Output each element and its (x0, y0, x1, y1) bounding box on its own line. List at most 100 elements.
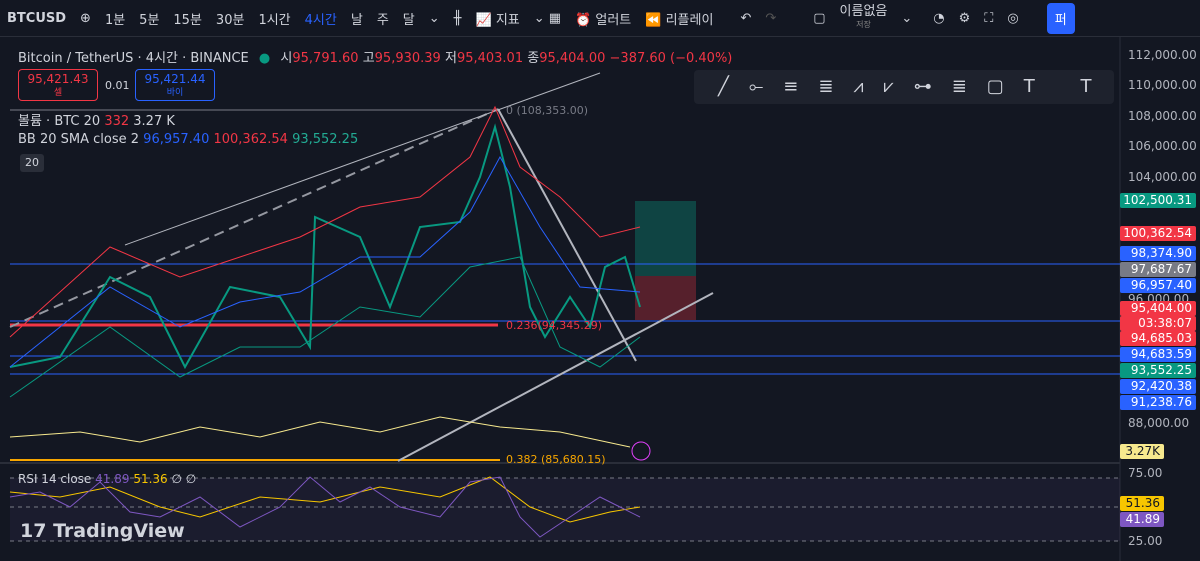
interval[interactable]: 15분 (173, 12, 202, 28)
status-dot: ● (258, 51, 271, 66)
bb-legend: BB 20 SMA close 2 96,957.40 100,362.54 9… (18, 132, 358, 147)
alert-label: 얼러트 (595, 12, 632, 28)
price-tag: 102,500.31 (1120, 193, 1196, 208)
y-tick-label: 112,000.00 (1128, 48, 1197, 62)
y-tick-label: 108,000.00 (1128, 109, 1197, 123)
volume-label: 볼륨 · BTC 20 (18, 114, 101, 129)
countdown: 03:38:07 (1120, 316, 1196, 331)
volume-value: 332 (104, 114, 130, 129)
event-icon[interactable] (631, 441, 651, 461)
interval[interactable]: 5분 (139, 12, 160, 28)
publish[interactable]: 퍼 (1046, 2, 1075, 34)
y-tick-label: 88,000.00 (1128, 416, 1190, 430)
bb-lower (9, 256, 641, 398)
y-tick-label: 106,000.00 (1128, 139, 1197, 153)
undo[interactable]: ↶ (740, 10, 752, 26)
rsi-na: ∅ (185, 472, 197, 486)
pane-border (0, 37, 1121, 561)
high: 95,930.39 (374, 51, 441, 66)
price-tag: 95,404.00 (1120, 301, 1196, 316)
icons[interactable]: ◔⚙⛶◎ (933, 10, 1033, 26)
rsi-label: RSI 14 close (18, 472, 92, 486)
price-path (9, 123, 641, 370)
sell-label: 셀 (53, 88, 63, 98)
fib-label: 0.382 (85,680.15) (506, 453, 606, 466)
price-tag: 97,687.67 (1120, 262, 1196, 277)
close: 95,404.00 (539, 51, 606, 66)
logo-mark: 17 (20, 520, 54, 542)
low: 95,403.01 (456, 51, 524, 66)
rsi-ma (9, 476, 641, 523)
bb-upper-value: 100,362.54 (213, 132, 288, 147)
logo[interactable]: 17 TradingView (20, 520, 185, 542)
price-tag: 93,552.25 (1120, 363, 1196, 378)
interval[interactable]: 날 (350, 12, 363, 28)
logo-text: TradingView (53, 520, 185, 542)
alert[interactable]: ⏰ 얼러트 (575, 12, 632, 28)
bb-label: BB 20 SMA close 2 (18, 132, 140, 147)
l-label: 저 (444, 51, 457, 66)
chart-type[interactable]: ╫ (453, 10, 462, 26)
buy-price: 95,421.44 (144, 72, 206, 86)
interval[interactable]: 30분 (215, 12, 245, 28)
price-tag: 92,420.38 (1120, 379, 1196, 394)
long-stop (635, 276, 696, 320)
collapse-box[interactable]: 20 (20, 154, 44, 172)
fib-label: 0.236(94,345.29) (506, 319, 603, 332)
h-label: 고 (362, 51, 375, 66)
rsi-band (10, 478, 1120, 541)
price-tag: 100,362.54 (1120, 226, 1196, 241)
y-tick-label: 110,000.00 (1128, 78, 1197, 92)
layout-name[interactable]: 이름없음 저장 (839, 3, 888, 31)
interval[interactable]: 1시간 (258, 12, 291, 28)
price-tag: 96,957.40 (1120, 278, 1196, 293)
buy-button[interactable]: 95,421.44 바이 (135, 69, 215, 101)
add[interactable]: ⊕ (80, 10, 91, 26)
interval[interactable]: 달 (402, 12, 415, 28)
replay-label: 리플레이 (665, 12, 714, 28)
open: 95,791.60 (292, 51, 359, 66)
bb-basis-value: 96,957.40 (143, 132, 210, 147)
chevron[interactable]: ⌄ (428, 10, 440, 26)
rsi-tick-label: 75.00 (1128, 466, 1163, 480)
legend: Bitcoin / TetherUS · 4시간 · BINANCE ● 시95… (18, 47, 732, 66)
replay[interactable]: ⏪ 리플레이 (645, 12, 714, 28)
chevron[interactable]: ⌄ (901, 10, 913, 26)
volume-value: 3.27 K (133, 114, 175, 129)
interval[interactable]: 주 (376, 12, 389, 28)
price-tag: 91,238.76 (1120, 395, 1196, 410)
price-tag: 94,683.59 (1120, 347, 1196, 362)
symbol-title: Bitcoin / TetherUS · 4시간 · BINANCE (18, 51, 249, 66)
sell-price: 95,421.43 (27, 72, 89, 86)
indicators[interactable]: 📈 지표 (475, 12, 520, 28)
bb-basis (9, 155, 641, 368)
drawing-toolbar[interactable]: ╱⟜≡≣⩘⩗⊶≣▢T T (694, 70, 1114, 104)
price-tag: 98,374.90 (1120, 246, 1196, 261)
buy-label: 바이 (166, 88, 184, 98)
volume-legend: 볼륨 · BTC 20 332 3.27 K (18, 110, 175, 129)
templates[interactable]: ⌄ ▦ (533, 10, 562, 26)
volume-tag: 3.27K (1120, 444, 1164, 459)
bb-upper (9, 105, 641, 338)
volume-ma (9, 416, 631, 448)
rsi-tick-label: 25.00 (1128, 534, 1163, 548)
layout[interactable]: ▢ (813, 10, 826, 26)
rsi-na: ∅ (171, 472, 182, 486)
y-tick-label: 104,000.00 (1128, 170, 1197, 184)
redo[interactable]: ↷ (765, 10, 777, 26)
price-tag: 94,685.03 (1120, 331, 1196, 346)
interval[interactable]: 4시간 (304, 12, 337, 28)
wedge-line (497, 108, 637, 362)
symbol[interactable]: BTCUSD (7, 10, 67, 26)
rsi-value: 51.36 (133, 472, 168, 486)
change: −387.60 (−0.40%) (609, 51, 733, 66)
sell-button[interactable]: 95,421.43 셀 (18, 69, 98, 101)
layout-name-text: 이름없음 (839, 3, 888, 19)
trend-dashed (9, 108, 499, 328)
save: 저장 (856, 19, 871, 29)
rsi-value: 41.89 (95, 472, 130, 486)
fib-label: 0 (108,353.00) (506, 104, 589, 117)
interval[interactable]: 1분 (104, 12, 126, 28)
rsi-legend: RSI 14 close 41.89 51.36 ∅ ∅ (18, 472, 196, 486)
